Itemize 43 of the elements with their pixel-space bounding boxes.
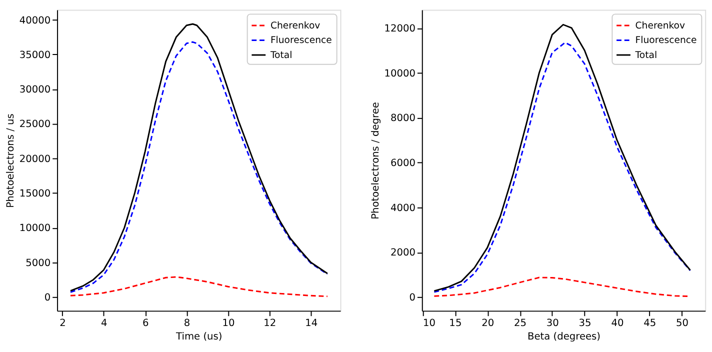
x-tick-label: 10 xyxy=(222,318,235,329)
y-tick-label: 10000 xyxy=(384,68,416,80)
y-tick-label: 4000 xyxy=(390,202,416,214)
x-tick-label: 8 xyxy=(184,318,190,329)
x-tick-label: 15 xyxy=(449,318,462,329)
y-tick-label: 0 xyxy=(44,292,51,304)
x-tick-label: 4 xyxy=(101,318,108,329)
y-tick-label: 0 xyxy=(409,292,416,304)
legend-label: Total xyxy=(634,50,658,61)
line-series xyxy=(70,276,328,298)
legend-label: Fluorescence xyxy=(635,35,698,46)
x-tick-label: 50 xyxy=(676,318,689,329)
x-tick-label: 6 xyxy=(142,318,149,329)
x-tick-label: 12 xyxy=(264,318,276,329)
x-tick-label: 25 xyxy=(514,318,527,329)
legend-label: Cherenkov xyxy=(270,20,321,32)
y-tick-label: 20000 xyxy=(19,154,51,165)
legend-label: Fluorescence xyxy=(270,35,332,46)
y-tick-label: 15000 xyxy=(19,188,51,200)
y-tick-label: 25000 xyxy=(19,119,51,130)
y-tick-label: 35000 xyxy=(19,50,51,61)
y-axis-title: Photoelectrons / us xyxy=(5,114,16,208)
y-tick-label: 6000 xyxy=(390,158,416,169)
y-axis-title: Photoelectrons / degree xyxy=(370,102,382,220)
x-tick-label: 14 xyxy=(305,318,318,329)
y-tick-label: 12000 xyxy=(384,23,416,34)
x-tick-label: 45 xyxy=(644,318,656,329)
x-tick-label: 20 xyxy=(482,318,494,329)
y-tick-label: 10000 xyxy=(19,223,51,234)
y-tick-label: 40000 xyxy=(19,15,51,26)
y-tick-label: 2000 xyxy=(390,248,416,259)
legend-label: Cherenkov xyxy=(635,20,686,32)
x-tick-label: 10 xyxy=(423,318,436,329)
legend-label: Total xyxy=(269,50,292,61)
x-tick-label: 30 xyxy=(546,318,559,329)
x-tick-label: 35 xyxy=(578,318,592,329)
x-axis-title: Time (us) xyxy=(175,332,222,343)
y-tick-label: 30000 xyxy=(19,84,51,96)
x-tick-label: 2 xyxy=(60,318,66,329)
y-tick-label: 8000 xyxy=(390,113,416,124)
x-axis-title: Beta (degrees) xyxy=(527,332,601,343)
y-tick-label: 5000 xyxy=(26,258,51,269)
x-tick-label: 40 xyxy=(611,318,624,329)
